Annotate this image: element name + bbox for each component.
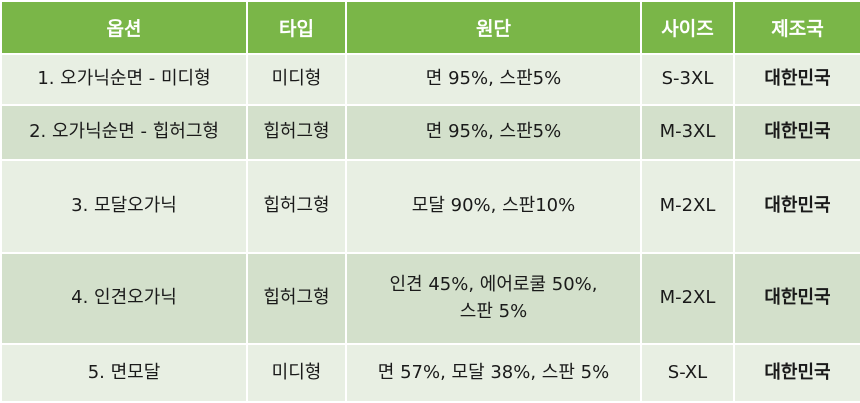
size-cell: M-2XL	[640, 159, 735, 254]
option-cell: 4. 인견오가닉	[0, 252, 248, 345]
size-cell: S-3XL	[640, 53, 735, 106]
origin-cell: 대한민국	[733, 252, 860, 345]
table-row: 3. 모달오가닉 힙허그형 모달 90%, 스판10% M-2XL 대한민국	[0, 159, 860, 254]
origin-cell: 대한민국	[733, 159, 860, 254]
fabric-cell: 인견 45%, 에어로쿨 50%, 스판 5%	[345, 252, 642, 345]
fabric-cell: 모달 90%, 스판10%	[345, 159, 642, 254]
option-cell: 5. 면모달	[0, 343, 248, 403]
fabric-line: 인견 45%, 에어로쿨 50%,	[389, 274, 598, 296]
option-cell: 1. 오가닉순면 - 미디형	[0, 53, 248, 106]
type-cell: 힙허그형	[246, 252, 347, 345]
fabric-line: 면 95%, 스판5%	[425, 121, 562, 143]
option-cell: 2. 오가닉순면 - 힙허그형	[0, 104, 248, 161]
origin-cell: 대한민국	[733, 343, 860, 403]
fabric-cell: 면 57%, 모달 38%, 스판 5%	[345, 343, 642, 403]
origin-cell: 대한민국	[733, 104, 860, 161]
header-type: 타입	[246, 0, 347, 55]
fabric-line: 스판 5%	[459, 300, 528, 322]
table-row: 5. 면모달 미디형 면 57%, 모달 38%, 스판 5% S-XL 대한민…	[0, 343, 860, 403]
origin-cell: 대한민국	[733, 53, 860, 106]
table-row: 1. 오가닉순면 - 미디형 미디형 면 95%, 스판5% S-3XL 대한민…	[0, 53, 860, 106]
header-size: 사이즈	[640, 0, 735, 55]
table-row: 2. 오가닉순면 - 힙허그형 힙허그형 면 95%, 스판5% M-3XL 대…	[0, 104, 860, 161]
fabric-line: 면 57%, 모달 38%, 스판 5%	[377, 361, 610, 383]
type-cell: 힙허그형	[246, 159, 347, 254]
table-header-row: 옵션 타입 원단 사이즈 제조국	[0, 0, 860, 55]
type-cell: 미디형	[246, 343, 347, 403]
fabric-line: 모달 90%, 스판10%	[411, 195, 576, 217]
header-option: 옵션	[0, 0, 248, 55]
header-origin: 제조국	[733, 0, 860, 55]
option-cell: 3. 모달오가닉	[0, 159, 248, 254]
fabric-cell: 면 95%, 스판5%	[345, 53, 642, 106]
type-cell: 미디형	[246, 53, 347, 106]
header-fabric: 원단	[345, 0, 642, 55]
type-cell: 힙허그형	[246, 104, 347, 161]
fabric-line: 면 95%, 스판5%	[425, 68, 562, 90]
table-row: 4. 인견오가닉 힙허그형 인견 45%, 에어로쿨 50%, 스판 5% M-…	[0, 252, 860, 345]
size-cell: M-2XL	[640, 252, 735, 345]
fabric-cell: 면 95%, 스판5%	[345, 104, 642, 161]
size-cell: S-XL	[640, 343, 735, 403]
size-cell: M-3XL	[640, 104, 735, 161]
